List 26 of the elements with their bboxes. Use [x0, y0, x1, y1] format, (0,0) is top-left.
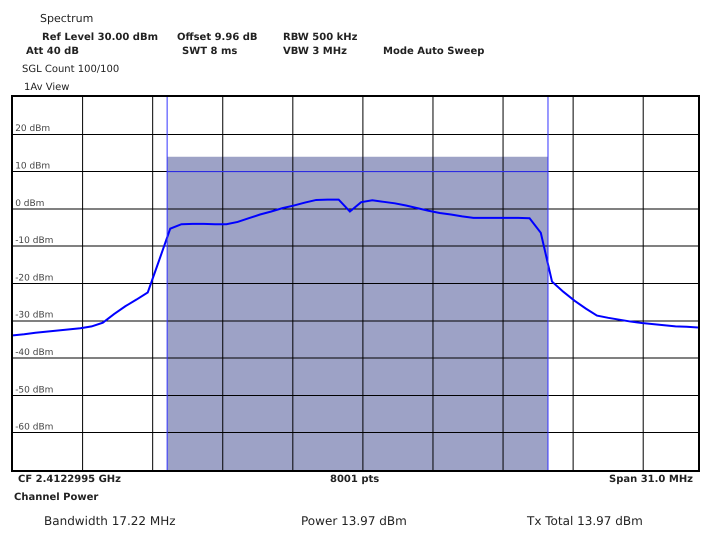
text: Mode Auto Sweep: [383, 46, 484, 57]
text: Channel Power: [14, 492, 98, 503]
text: 8001 pts: [330, 474, 380, 485]
y-tick-label: 10 dBm: [15, 161, 50, 172]
text: VBW 3 MHz: [283, 46, 348, 57]
y-tick-label: -50 dBm: [15, 385, 54, 396]
y-tick-label: -10 dBm: [15, 236, 54, 246]
text: SGL Count 100/100: [22, 64, 120, 75]
text: Power 13.97 dBm: [301, 514, 407, 528]
text: Ref Level 30.00 dBm: [42, 32, 158, 43]
text: CF 2.4122995 GHz: [18, 474, 122, 485]
text: Bandwidth 17.22 MHz: [44, 514, 176, 528]
text: RBW 500 kHz: [283, 32, 358, 43]
y-tick-label: -40 dBm: [15, 348, 54, 358]
y-tick-label: -30 dBm: [15, 310, 54, 321]
y-tick-label: -20 dBm: [15, 273, 54, 284]
text: Tx Total 13.97 dBm: [526, 514, 643, 528]
text: 1Av View: [24, 82, 70, 93]
text: SWT 8 ms: [182, 46, 238, 57]
text: Att 40 dB: [26, 46, 79, 57]
text: Span 31.0 MHz: [609, 474, 694, 485]
y-tick-label: -60 dBm: [15, 422, 54, 433]
text: Spectrum: [40, 12, 94, 25]
y-tick-label: 0 dBm: [15, 198, 44, 209]
text: Offset 9.96 dB: [177, 32, 258, 43]
y-tick-label: 20 dBm: [15, 124, 50, 134]
